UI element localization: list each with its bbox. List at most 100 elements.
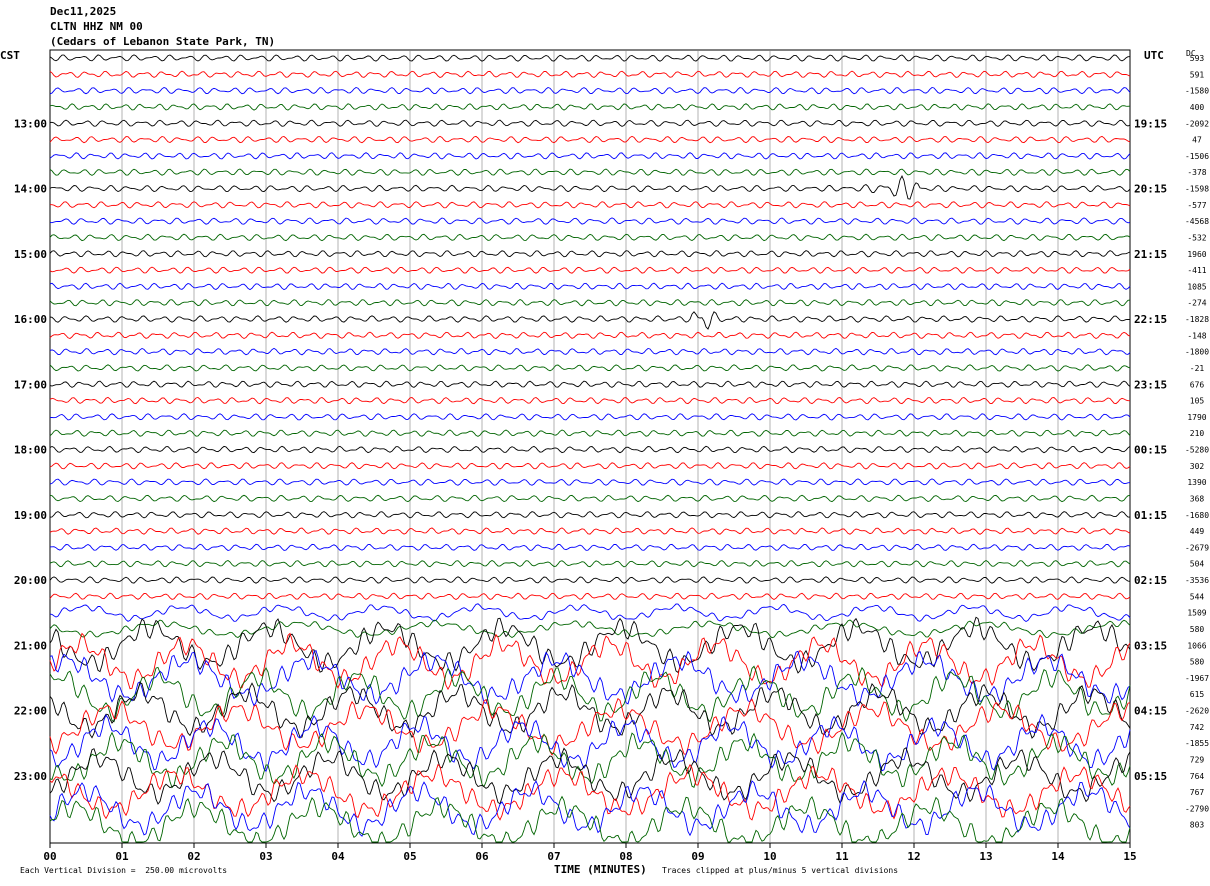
dc-offset-label: 764 xyxy=(1190,772,1205,781)
dc-offset-label: 105 xyxy=(1190,397,1205,406)
seismic-trace xyxy=(49,54,1130,62)
seismic-trace xyxy=(49,697,1131,756)
seismic-trace xyxy=(49,298,1131,307)
cst-hour-label: 23:00 xyxy=(14,770,47,783)
seismic-trace xyxy=(49,619,1131,639)
chart-header: Dec11,2025 CLTN HHZ NM 00 (Cedars of Leb… xyxy=(50,4,275,49)
date-label: Dec11,2025 xyxy=(50,5,117,18)
dc-offset-label: -2790 xyxy=(1185,804,1209,813)
dc-offset-label: -3536 xyxy=(1185,576,1209,585)
cst-hour-label: 15:00 xyxy=(14,248,47,261)
dc-offset-label: 580 xyxy=(1190,658,1205,667)
station-label: CLTN HHZ NM 00 xyxy=(50,20,143,33)
x-tick-label: 08 xyxy=(619,850,632,863)
cst-hour-label: 19:00 xyxy=(14,509,47,522)
dc-offset-label: 580 xyxy=(1190,625,1205,634)
dc-offset-label: 803 xyxy=(1190,821,1205,830)
cst-hour-label: 22:00 xyxy=(14,705,47,718)
dc-offset-label: 729 xyxy=(1190,755,1205,764)
utc-hour-label: 03:15 xyxy=(1134,639,1167,652)
seismic-trace xyxy=(49,559,1131,568)
x-tick-label: 07 xyxy=(547,850,560,863)
dc-offset-label: -21 xyxy=(1190,364,1205,373)
seismic-trace xyxy=(49,763,1131,821)
dc-offset-label: -1580 xyxy=(1185,87,1209,96)
utc-hour-label: 02:15 xyxy=(1134,574,1167,587)
seismic-trace xyxy=(49,347,1131,356)
x-tick-label: 03 xyxy=(259,850,272,863)
dc-offset-label: -4568 xyxy=(1185,217,1209,226)
seismic-trace xyxy=(49,795,1131,843)
seismic-trace xyxy=(49,576,1131,584)
cst-hour-label: 16:00 xyxy=(14,313,47,326)
dc-offset-label: 47 xyxy=(1192,136,1202,145)
x-tick-label: 09 xyxy=(691,850,704,863)
dc-offset-label: -148 xyxy=(1187,331,1206,340)
seismic-trace xyxy=(49,380,1131,388)
seismic-trace xyxy=(49,445,1131,454)
dc-offset-label: -411 xyxy=(1187,266,1206,275)
x-tick-label: 13 xyxy=(979,850,992,863)
dc-offset-label: 1085 xyxy=(1187,282,1206,291)
seismic-trace xyxy=(49,413,1131,421)
dc-offset-label: 302 xyxy=(1190,462,1205,471)
seismic-trace xyxy=(49,731,1131,789)
utc-hour-label: 05:15 xyxy=(1134,770,1167,783)
dc-offset-label: -1680 xyxy=(1185,511,1209,520)
seismic-trace xyxy=(49,682,1131,739)
seismic-trace xyxy=(49,780,1131,837)
dc-offset-label: -5280 xyxy=(1185,446,1209,455)
seismic-trace xyxy=(49,331,1131,340)
dc-offset-label: 767 xyxy=(1190,788,1205,797)
dc-offset-label: -1506 xyxy=(1185,152,1209,161)
seismic-trace xyxy=(49,119,1131,127)
seismic-trace xyxy=(49,282,1131,291)
left-timezone-label: CST xyxy=(0,49,20,62)
dc-offset-label: 368 xyxy=(1190,494,1205,503)
seismic-trace xyxy=(49,266,1131,274)
utc-hour-label: 22:15 xyxy=(1134,313,1167,326)
dc-offset-label: 400 xyxy=(1190,103,1205,112)
utc-hour-label: 01:15 xyxy=(1134,509,1167,522)
cst-hour-label: 17:00 xyxy=(14,378,47,391)
seismic-trace xyxy=(49,70,1131,79)
scale-note: Each Vertical Division = 250.00 microvol… xyxy=(20,866,228,875)
seismic-trace xyxy=(49,86,1131,95)
dc-offset-label: 615 xyxy=(1190,690,1205,699)
seismic-trace xyxy=(49,494,1131,503)
dc-offset-label: 210 xyxy=(1190,429,1205,438)
dc-offset-label: -1855 xyxy=(1185,739,1209,748)
seismic-trace xyxy=(49,713,1131,773)
dc-offset-label: 449 xyxy=(1190,527,1205,536)
dc-offset-label: -274 xyxy=(1187,299,1206,308)
seismic-trace xyxy=(49,478,1131,486)
utc-hour-label: 20:15 xyxy=(1134,183,1167,196)
seismic-trace xyxy=(49,364,1131,372)
dc-offset-label: -1967 xyxy=(1185,674,1209,683)
x-tick-label: 15 xyxy=(1123,850,1136,863)
dc-offset-label: 1790 xyxy=(1187,413,1206,422)
cst-hour-label: 13:00 xyxy=(14,117,47,130)
seismic-trace xyxy=(49,511,1130,519)
x-tick-label: 02 xyxy=(187,850,200,863)
location-label: (Cedars of Lebanon State Park, TN) xyxy=(50,35,276,48)
x-tick-label: 06 xyxy=(475,850,489,863)
seismic-trace xyxy=(50,201,1131,209)
dc-header-label: DC xyxy=(1186,49,1196,58)
seismic-trace xyxy=(49,665,1131,723)
dc-offset-label: -2092 xyxy=(1185,119,1209,128)
seismic-trace xyxy=(49,250,1131,258)
utc-hour-label: 00:15 xyxy=(1134,444,1167,457)
dc-offset-label: -577 xyxy=(1187,201,1206,210)
seismic-trace xyxy=(49,632,1131,691)
utc-hour-label: 04:15 xyxy=(1134,705,1167,718)
utc-hour-label: 23:15 xyxy=(1134,378,1167,391)
seismic-trace xyxy=(49,527,1131,535)
dc-offset-label: 544 xyxy=(1190,592,1205,601)
dc-offset-label: -1598 xyxy=(1185,185,1209,194)
clip-note: Traces clipped at plus/minus 5 vertical … xyxy=(662,866,899,875)
x-tick-label: 11 xyxy=(835,850,849,863)
seismic-trace xyxy=(49,175,1131,200)
dc-offset-label: -2679 xyxy=(1185,543,1209,552)
